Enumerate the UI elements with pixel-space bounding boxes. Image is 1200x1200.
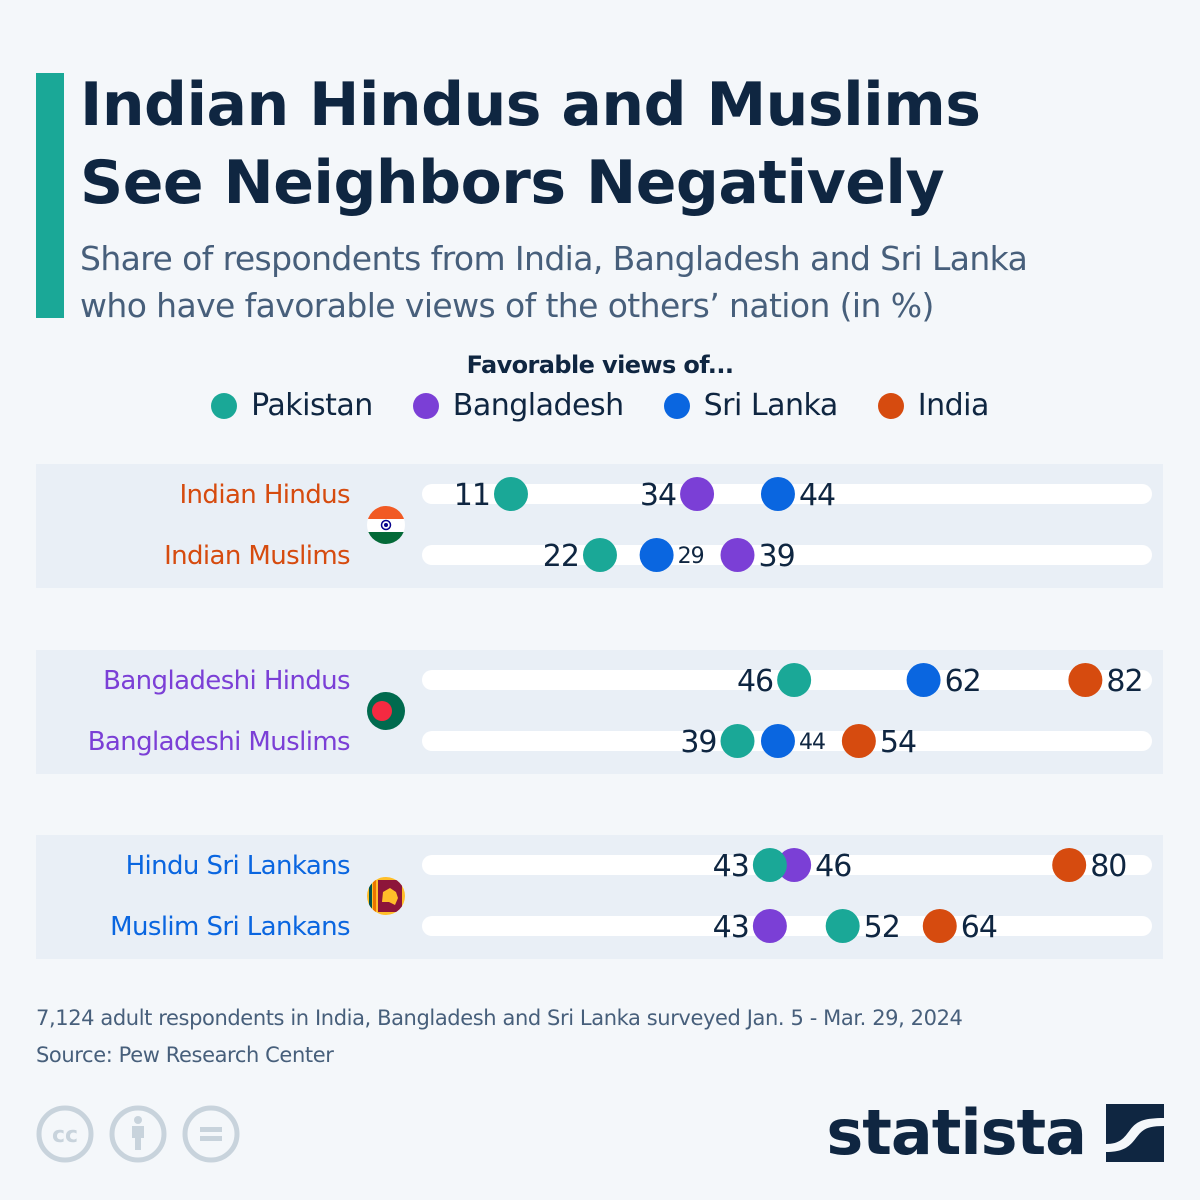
data-label: 46 [815, 849, 851, 884]
data-label: 46 [737, 664, 773, 699]
data-label: 11 [454, 478, 490, 513]
attribution-icon[interactable] [109, 1105, 167, 1163]
dot-bangladesh[interactable] [752, 909, 787, 943]
legend-item-sri-lanka: Sri Lanka [663, 388, 839, 423]
footnote: 7,124 adult respondents in India, Bangla… [36, 1000, 963, 1074]
bangladesh-flag-icon [367, 692, 405, 730]
dot-bangladesh[interactable] [777, 848, 812, 882]
legend-item-india: India [877, 388, 990, 423]
data-label: 39 [680, 725, 716, 760]
row-label: Hindu Sri Lankans [126, 851, 350, 881]
legend-label: Pakistan [251, 388, 373, 423]
license-icons: cc [36, 1105, 240, 1163]
dot-sri-lanka[interactable] [906, 663, 941, 697]
data-label: 80 [1090, 849, 1126, 884]
subtitle-line-2: who have favorable views of the others’ … [80, 286, 934, 325]
title-line-1: Indian Hindus and Muslims [80, 70, 981, 140]
dot-pakistan[interactable] [720, 724, 755, 758]
dot-pakistan[interactable] [825, 909, 860, 943]
legend-title: Favorable views of... [466, 351, 734, 379]
data-label: 29 [678, 544, 704, 569]
title-line-2: See Neighbors Negatively [80, 148, 945, 218]
dot-bangladesh[interactable] [680, 477, 715, 511]
dot-pakistan[interactable] [752, 848, 787, 882]
legend-dot-bangladesh [412, 392, 439, 419]
row-label: Indian Hindus [179, 480, 350, 510]
chart-title: Indian Hindus and Muslims See Neighbors … [80, 66, 981, 222]
svg-text:cc: cc [52, 1123, 78, 1148]
dot-india[interactable] [1052, 848, 1087, 882]
data-label: 44 [799, 730, 825, 755]
dot-sri-lanka[interactable] [760, 724, 795, 758]
row-label: Muslim Sri Lankans [110, 912, 350, 942]
legend-label: India [917, 388, 990, 423]
row-track [422, 916, 1152, 936]
cc-icon[interactable]: cc [36, 1105, 94, 1163]
dot-india[interactable] [1068, 663, 1103, 697]
row-label: Indian Muslims [164, 541, 350, 571]
dot-sri-lanka[interactable] [639, 538, 674, 572]
legend-dot-sri-lanka [663, 392, 690, 419]
legend: Pakistan Bangladesh Sri Lanka India [0, 388, 1200, 423]
chart-subtitle: Share of respondents from India, Banglad… [80, 235, 1190, 329]
data-label: 43 [713, 910, 749, 945]
data-label: 52 [864, 910, 900, 945]
legend-dot-pakistan [211, 392, 238, 419]
dot-india[interactable] [922, 909, 957, 943]
row-label: Bangladeshi Hindus [103, 666, 350, 696]
data-label: 62 [945, 664, 981, 699]
legend-label: Sri Lanka [703, 388, 839, 423]
dot-plot: Indian Hindus 11 34 44 Indian Muslims 22 29 39 B… [36, 464, 1163, 959]
data-label: 43 [713, 849, 749, 884]
data-label: 54 [880, 725, 916, 760]
row-label: Bangladeshi Muslims [88, 727, 350, 757]
statista-logo[interactable]: statista [826, 1100, 1164, 1166]
dot-bangladesh[interactable] [720, 538, 755, 572]
no-derivatives-icon[interactable] [182, 1105, 240, 1163]
title-accent-bar [36, 73, 64, 318]
legend-item-pakistan: Pakistan [211, 388, 373, 423]
dot-pakistan[interactable] [493, 477, 528, 511]
source-note: Source: Pew Research Center [36, 1043, 334, 1067]
data-label: 64 [961, 910, 997, 945]
data-label: 44 [799, 478, 835, 513]
statista-mark-icon [1106, 1104, 1164, 1162]
survey-note: 7,124 adult respondents in India, Bangla… [36, 1006, 963, 1030]
sri-lanka-flag-icon [367, 877, 405, 915]
legend-dot-india [877, 392, 904, 419]
legend-label: Bangladesh [452, 388, 624, 423]
india-flag-icon [367, 506, 405, 544]
legend-item-bangladesh: Bangladesh [412, 388, 624, 423]
brand-wordmark: statista [826, 1096, 1087, 1169]
data-label: 39 [759, 539, 795, 574]
dot-india[interactable] [841, 724, 876, 758]
data-label: 22 [543, 539, 579, 574]
dot-sri-lanka[interactable] [760, 477, 795, 511]
data-label: 82 [1106, 664, 1142, 699]
subtitle-line-1: Share of respondents from India, Banglad… [80, 239, 1028, 278]
dot-pakistan[interactable] [582, 538, 617, 572]
data-label: 34 [640, 478, 676, 513]
dot-pakistan[interactable] [777, 663, 812, 697]
